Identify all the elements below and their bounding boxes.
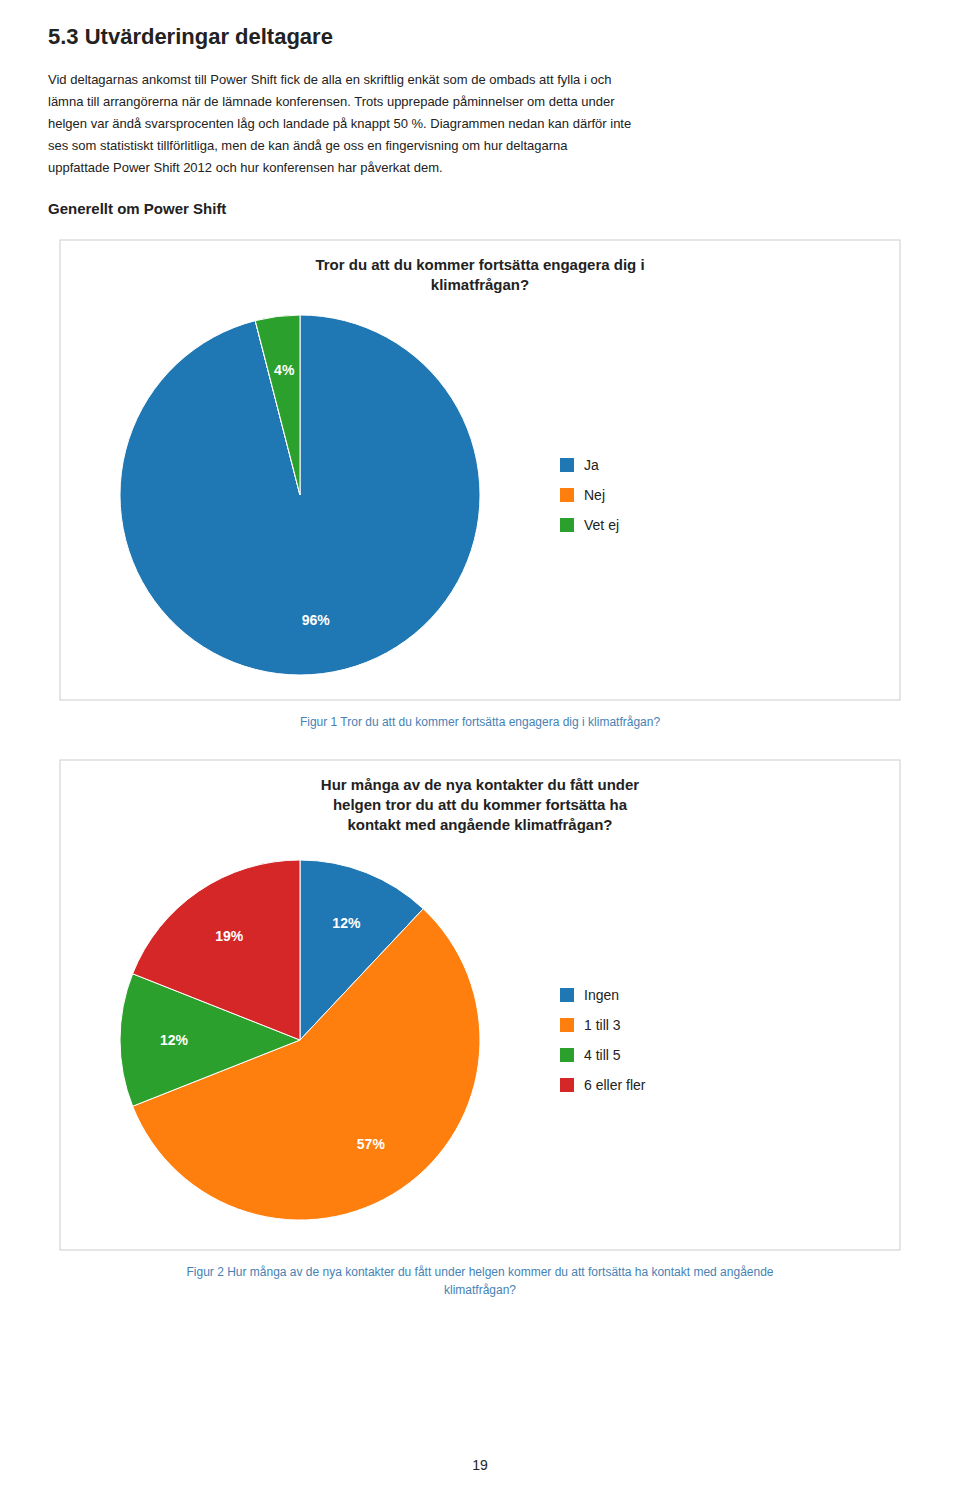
chart-title: Hur många av de nya kontakter du fått un… <box>321 776 640 833</box>
data-label: 12% <box>332 915 361 931</box>
legend-item: Vet ej <box>560 517 619 533</box>
pie-slice <box>133 860 300 1040</box>
body-text: helgen var ändå svarsprocenten låg och l… <box>48 116 631 131</box>
caption: Figur 2 Hur många av de nya kontakter du… <box>186 1265 773 1279</box>
legend-label: Ingen <box>584 987 619 1003</box>
legend-swatch <box>560 1078 574 1092</box>
legend-swatch <box>560 518 574 532</box>
chart-title-line: helgen tror du att du kommer fortsätta h… <box>333 796 628 813</box>
chart-title-line: kontakt med angående klimatfrågan? <box>347 816 612 833</box>
legend-swatch <box>560 1018 574 1032</box>
chart-frame <box>60 760 900 1250</box>
legend-swatch <box>560 1048 574 1062</box>
chart-title-line: klimatfrågan? <box>431 276 529 293</box>
pie-slice <box>255 315 300 495</box>
chart: Hur många av de nya kontakter du fått un… <box>60 760 900 1250</box>
legend: Ja Nej Vet ej <box>560 457 619 533</box>
legend-label: 6 eller fler <box>584 1077 646 1093</box>
chart-frame <box>60 240 900 700</box>
data-label: 96% <box>302 612 331 628</box>
legend-item: 4 till 5 <box>560 1047 621 1063</box>
data-label: 19% <box>215 928 244 944</box>
body-text: uppfattade Power Shift 2012 och hur konf… <box>48 160 443 175</box>
legend-item: Ingen <box>560 987 619 1003</box>
legend-swatch <box>560 988 574 1002</box>
legend-swatch <box>560 458 574 472</box>
pie <box>120 315 480 675</box>
caption: Figur 1 Tror du att du kommer fortsätta … <box>300 715 661 729</box>
chart-title: Tror du att du kommer fortsätta engagera… <box>315 256 644 293</box>
legend-swatch <box>560 488 574 502</box>
legend-label: Nej <box>584 487 605 503</box>
chart-title-line: Tror du att du kommer fortsätta engagera… <box>315 256 644 273</box>
page-number: 19 <box>472 1457 488 1473</box>
body-text: lämna till arrangörerna när de lämnade k… <box>48 94 615 109</box>
legend: Ingen 1 till 3 4 till 5 6 eller fler <box>560 987 646 1093</box>
data-label: 57% <box>357 1136 386 1152</box>
legend-label: 4 till 5 <box>584 1047 621 1063</box>
pie-slice <box>120 315 480 675</box>
legend-item: 6 eller fler <box>560 1077 646 1093</box>
data-labels: 12% 57% 12% 19% <box>160 915 385 1152</box>
section-label: Generellt om Power Shift <box>48 200 226 217</box>
pie <box>120 860 480 1220</box>
legend-label: Vet ej <box>584 517 619 533</box>
legend-item: 1 till 3 <box>560 1017 621 1033</box>
chart-title-line: Hur många av de nya kontakter du fått un… <box>321 776 640 793</box>
body-text: Vid deltagarnas ankomst till Power Shift… <box>48 72 611 87</box>
page: 5.3 Utvärderingar deltagare Vid deltagarn… <box>0 0 960 1508</box>
data-label: 4% <box>274 362 295 378</box>
caption: klimatfrågan? <box>444 1283 516 1297</box>
body-text: ses som statistiskt tillförlitliga, men … <box>48 138 568 153</box>
legend-item: Ja <box>560 457 599 473</box>
data-labels: 96% 4% <box>274 362 330 628</box>
legend-item: Nej <box>560 487 605 503</box>
data-label: 12% <box>160 1032 189 1048</box>
legend-label: 1 till 3 <box>584 1017 621 1033</box>
legend-label: Ja <box>584 457 599 473</box>
page-title: 5.3 Utvärderingar deltagare <box>48 24 333 49</box>
chart: Tror du att du kommer fortsätta engagera… <box>60 240 900 700</box>
